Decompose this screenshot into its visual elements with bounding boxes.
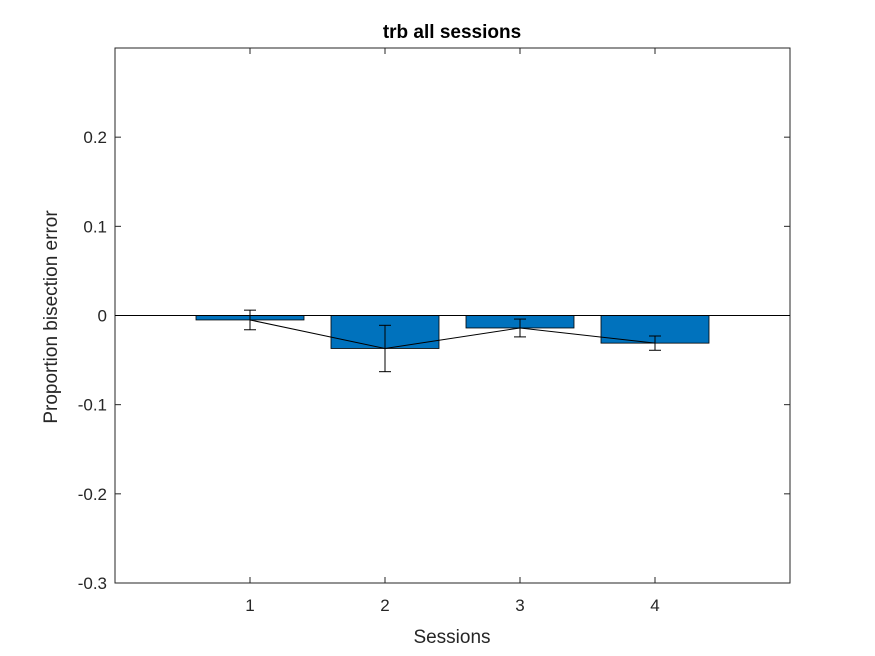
y-axis-label: Proportion bisection error bbox=[41, 210, 62, 424]
x-tick-label: 1 bbox=[245, 596, 254, 615]
x-tick-label: 4 bbox=[650, 596, 659, 615]
plot-area: -0.3 -0.2 -0.1 0 0.1 0.2 1 2 3 4 bbox=[78, 47, 791, 615]
y-tick-label: -0.1 bbox=[78, 396, 107, 415]
y-tick-label: -0.3 bbox=[78, 574, 107, 593]
chart-title: trb all sessions bbox=[383, 22, 521, 43]
mean-line bbox=[249, 319, 656, 349]
x-tick-label: 3 bbox=[515, 596, 524, 615]
y-tick-label: 0.2 bbox=[83, 128, 107, 147]
x-tick-label: 2 bbox=[380, 596, 389, 615]
y-tick-label: -0.2 bbox=[78, 485, 107, 504]
x-axis-label: Sessions bbox=[413, 627, 490, 648]
y-tick-label: 0.1 bbox=[83, 217, 107, 236]
y-tick-label: 0 bbox=[98, 307, 107, 326]
